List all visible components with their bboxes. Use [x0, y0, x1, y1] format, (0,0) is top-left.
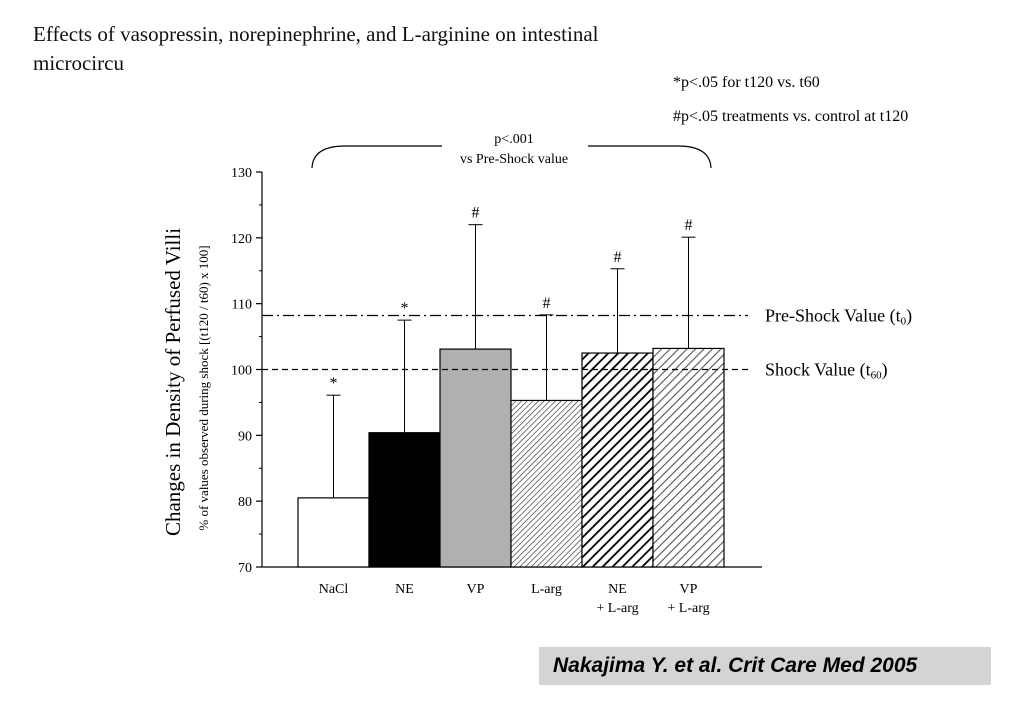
y-axis-subtitle: % of values observed during shock [(t120… [196, 245, 211, 530]
significance-marker: * [401, 300, 409, 317]
reference-line-label: Shock Value (t60) [765, 360, 888, 382]
y-tick-label: 130 [231, 166, 252, 181]
y-tick-label: 100 [231, 364, 252, 379]
significance-marker: # [614, 249, 622, 266]
significance-marker: # [472, 205, 480, 222]
bracket-sublabel: vs Pre-Shock value [460, 152, 568, 167]
x-tick-label: + L-arg [667, 601, 709, 616]
significance-marker: # [543, 295, 551, 312]
note-treatments-vs-control: #p<.05 treatments vs. control at t120 [673, 108, 909, 125]
bar [510, 399, 583, 568]
x-tick-label: L-arg [531, 582, 562, 597]
y-tick-label: 80 [238, 495, 252, 510]
x-tick-label: + L-arg [596, 601, 638, 616]
y-tick-label: 120 [231, 232, 252, 247]
bar [581, 352, 654, 568]
bracket-left [311, 145, 442, 169]
bracket-label: p<.001 [494, 132, 533, 147]
x-tick-label: VP [680, 582, 698, 597]
bar [297, 497, 370, 568]
reference-line-label: Pre-Shock Value (t0) [765, 306, 912, 328]
significance-marker: * [330, 375, 338, 392]
y-axis-title: Changes in Density of Perfused Villi [161, 228, 185, 536]
bracket-right [588, 145, 712, 169]
y-tick-label: 110 [232, 298, 252, 313]
y-tick-label: 70 [238, 561, 252, 576]
bar [439, 348, 512, 568]
y-tick-label: 90 [238, 429, 252, 444]
slide-title: Effects of vasopressin, norepinephrine, … [33, 22, 599, 75]
x-tick-label: VP [467, 582, 485, 597]
note-t120-vs-t60: *p<.05 for t120 vs. t60 [673, 74, 820, 91]
x-tick-label: NE [608, 582, 627, 597]
citation-label: Nakajima Y. et al. Crit Care Med 2005 [539, 647, 991, 685]
significance-marker: # [685, 217, 693, 234]
bar [368, 432, 441, 568]
x-tick-label: NE [395, 582, 414, 597]
x-tick-label: NaCl [319, 582, 349, 597]
bar [652, 347, 725, 568]
